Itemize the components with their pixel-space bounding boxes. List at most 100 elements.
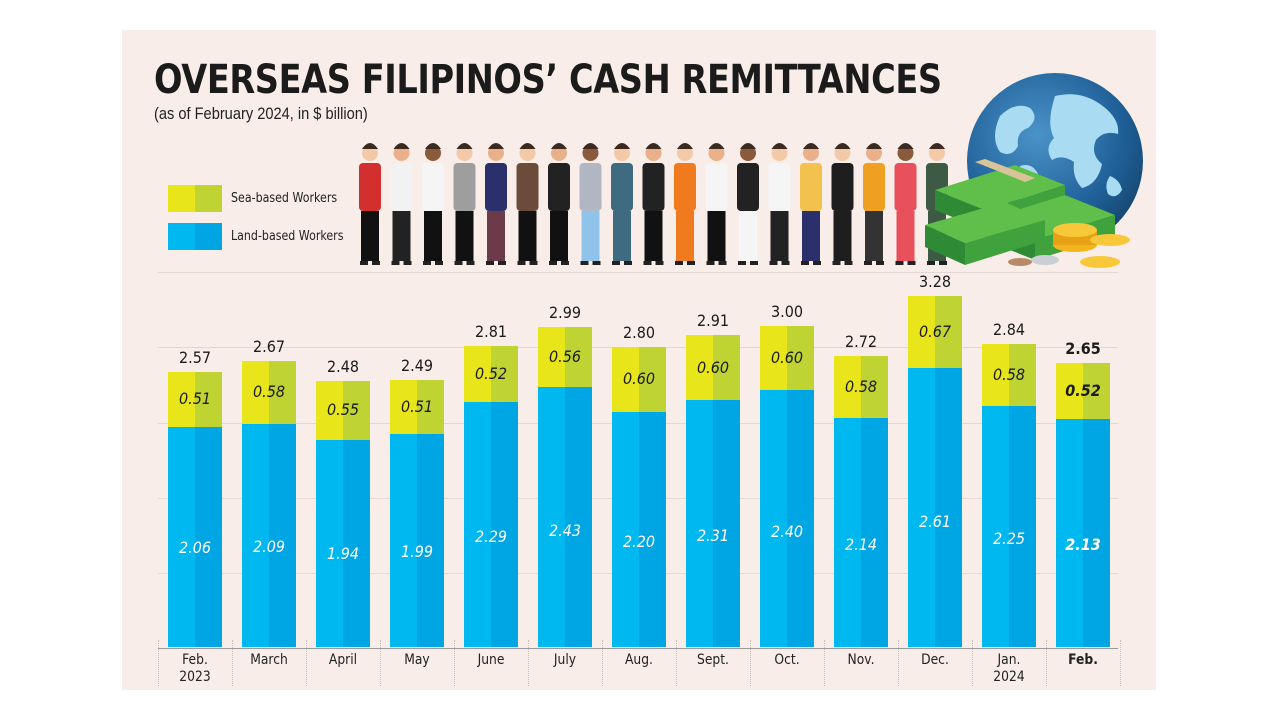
category-label-line: Feb. — [1068, 652, 1098, 668]
legend-label-land: Land-based Workers — [231, 229, 344, 244]
land-value-label: 2.25 — [992, 529, 1026, 549]
tick-separator — [898, 640, 899, 686]
bar-2: 0.55 1.94 — [316, 380, 370, 648]
legend-item-sea: Sea-based Workers — [168, 185, 356, 212]
tick-separator — [528, 640, 529, 686]
legend-label-sea: Sea-based Workers — [231, 191, 338, 206]
sea-value-label: 0.67 — [918, 321, 952, 341]
sea-value-label: 0.52 — [474, 364, 508, 384]
land-value-label: 2.20 — [622, 531, 656, 551]
bar-4: 0.52 2.29 — [464, 346, 518, 648]
category-label: Nov. — [828, 652, 893, 669]
sea-segment — [834, 355, 888, 419]
category-label: May — [384, 652, 449, 669]
land-segment — [168, 426, 222, 647]
legend-swatch-sea — [168, 185, 222, 212]
land-segment — [908, 367, 962, 647]
category-label: Aug. — [606, 652, 671, 669]
land-segment — [538, 387, 592, 647]
cash-stack-icon — [925, 159, 1130, 268]
category-label: Feb. 2023 — [162, 652, 227, 686]
land-value-label: 2.13 — [1065, 535, 1101, 555]
sea-value-label: 0.60 — [770, 348, 804, 368]
total-value-label: 2.80 — [622, 323, 656, 343]
chart-title: OVERSEAS FILIPINOS’ CASH REMITTANCES — [154, 57, 942, 103]
land-segment — [834, 418, 888, 647]
gridline — [158, 272, 1118, 273]
land-segment — [760, 390, 814, 647]
land-segment — [316, 439, 370, 647]
tick-separator — [602, 640, 603, 686]
tick-separator — [306, 640, 307, 686]
land-value-label: 2.29 — [474, 527, 508, 547]
tick-separator — [972, 640, 973, 686]
bar-1: 0.58 2.09 — [242, 361, 296, 648]
total-value-label: 2.99 — [548, 302, 582, 322]
legend-swatch-land — [168, 223, 222, 250]
bar-11: 0.58 2.25 — [982, 344, 1036, 648]
tick-separator — [454, 640, 455, 686]
sea-segment — [908, 295, 962, 368]
sea-segment — [316, 380, 370, 440]
total-value-label: 2.48 — [326, 356, 360, 376]
category-label-line: Aug. — [625, 652, 653, 668]
bar-0: 0.51 2.06 — [168, 371, 222, 648]
sea-segment — [242, 361, 296, 424]
sea-value-label: 0.52 — [1065, 381, 1101, 401]
sea-segment — [538, 326, 592, 387]
category-label-line: 2024 — [993, 669, 1025, 685]
category-label: March — [236, 652, 301, 669]
cash-bundles — [925, 159, 1115, 265]
total-value-label: 2.57 — [178, 347, 212, 367]
category-label: June — [458, 652, 523, 669]
sea-segment — [612, 347, 666, 412]
workers-group-illustration — [359, 143, 948, 265]
land-segment — [982, 406, 1036, 647]
land-segment — [612, 411, 666, 647]
bar-3: 0.51 1.99 — [390, 379, 444, 649]
sea-value-label: 0.60 — [696, 357, 730, 377]
category-label-line: Jan. — [997, 652, 1021, 668]
x-axis-line — [158, 648, 1118, 649]
land-segment — [464, 402, 518, 647]
bar-8: 0.60 2.40 — [760, 325, 814, 648]
category-label-line: May — [404, 652, 430, 668]
sea-segment — [168, 371, 222, 427]
category-label-line: Nov. — [847, 652, 875, 668]
land-value-label: 2.31 — [696, 526, 730, 546]
total-value-label: 3.28 — [918, 271, 952, 291]
land-segment — [242, 423, 296, 647]
bar-6: 0.60 2.20 — [612, 347, 666, 648]
tick-separator — [750, 640, 751, 686]
category-label-line: 2023 — [179, 669, 211, 685]
category-label: Feb. — [1050, 652, 1115, 669]
tick-separator — [1120, 640, 1121, 686]
land-value-label: 2.14 — [844, 534, 878, 554]
category-label-line: April — [328, 652, 358, 668]
total-value-label: 2.81 — [474, 322, 508, 342]
category-label-line: July — [553, 652, 577, 668]
coin-stack-icon — [1008, 223, 1130, 268]
bar-9: 0.58 2.14 — [834, 355, 888, 648]
tick-separator — [232, 640, 233, 686]
category-label-line: March — [250, 652, 288, 668]
land-value-label: 1.94 — [326, 544, 360, 564]
legend-item-land: Land-based Workers — [168, 223, 363, 250]
total-value-label: 2.65 — [1065, 339, 1101, 359]
sea-segment — [464, 346, 518, 403]
sea-segment — [760, 325, 814, 391]
sea-value-label: 0.58 — [992, 365, 1026, 385]
land-value-label: 2.61 — [918, 511, 952, 531]
total-value-label: 2.84 — [992, 320, 1026, 340]
bar-12: 0.52 2.13 — [1056, 363, 1110, 648]
land-value-label: 2.40 — [770, 522, 804, 541]
total-value-label: 3.00 — [770, 301, 804, 321]
land-segment — [390, 434, 444, 647]
tick-separator — [1046, 640, 1047, 686]
sea-segment — [1056, 363, 1110, 420]
sea-value-label: 0.55 — [326, 400, 360, 420]
sea-value-label: 0.58 — [844, 377, 878, 396]
land-value-label: 2.09 — [252, 536, 286, 556]
category-label-line: Oct. — [774, 652, 800, 668]
sea-value-label: 0.51 — [400, 396, 434, 416]
